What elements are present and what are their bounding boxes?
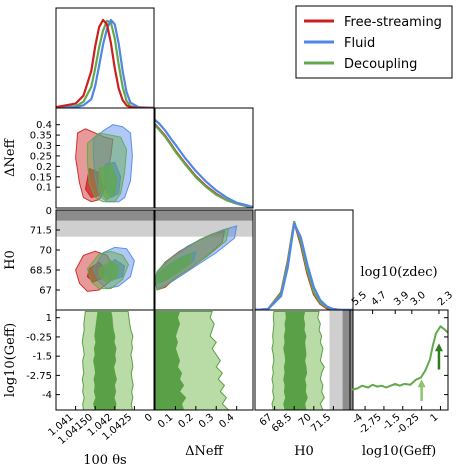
legend: Free-streaming Fluid Decoupling xyxy=(295,5,453,79)
shaded-band-dark xyxy=(56,210,154,221)
marginal-logg-frame xyxy=(349,309,449,411)
top-tick-label-zdec: 4.7 xyxy=(369,290,388,309)
x-tick-label-h0: 71.5 xyxy=(309,412,333,435)
y-tick-label-dneff-zero: 0 xyxy=(46,206,52,217)
marginal-h0 xyxy=(255,220,353,310)
legend-label: Decoupling xyxy=(344,57,417,72)
contour-decoupling-inner xyxy=(98,260,120,283)
arrow-head xyxy=(434,343,443,352)
contour-theta_dneff xyxy=(75,124,133,203)
y-tick-label-logg: -1.5 xyxy=(32,352,52,363)
y-tick-label-dneff: 0.1 xyxy=(36,183,52,194)
band-dneff-inner xyxy=(155,311,187,410)
y-tick-label-logg: -4 xyxy=(42,390,52,401)
x-tick-label-dneff: 0.4 xyxy=(217,412,236,431)
marginal-line-fluid xyxy=(255,222,353,310)
contour-dneff_h0 xyxy=(155,225,238,291)
shaded-band-light xyxy=(56,220,154,237)
band-h0 xyxy=(271,311,325,410)
x-axis-label-theta: 100 θs xyxy=(83,453,126,468)
band-h0-frame xyxy=(254,309,354,411)
marginal-line-free_streaming xyxy=(255,220,353,310)
y-tick-label-h0: 68.5 xyxy=(30,266,52,277)
marginal-line-decoupling xyxy=(350,325,448,392)
band-theta-frame xyxy=(55,309,155,411)
y-tick-label-h0: 70 xyxy=(39,246,52,257)
x-tick-label-dneff: 0.2 xyxy=(177,412,196,431)
y-tick-label-dneff: 0.15 xyxy=(30,172,52,183)
y-tick-label-dneff: 0.35 xyxy=(30,131,52,142)
y-tick-label-logg: -2.75 xyxy=(26,371,52,382)
x-axis-label-logg: log10(Geff) xyxy=(362,444,436,459)
marginal-line-fluid xyxy=(155,119,253,208)
x-tick-label-h0: 68.5 xyxy=(270,412,294,435)
shaded-band-dark xyxy=(342,310,353,410)
marginal-dneff-frame xyxy=(154,107,254,209)
marginal-line-fluid xyxy=(56,18,154,108)
legend-label: Fluid xyxy=(344,36,375,51)
band-dneff-frame xyxy=(154,309,254,411)
x-axis-label-dneff: ΔNeff xyxy=(185,444,224,459)
x-tick-label-logg: 1 xyxy=(428,412,440,425)
x-tick-label-dneff: 0.1 xyxy=(156,412,175,431)
band-theta xyxy=(81,311,134,410)
contour-decoupling-outer xyxy=(155,227,230,291)
top-axis-label-zdec: log10(zdec) xyxy=(360,265,437,280)
x-tick-label-dneff: 0 xyxy=(143,412,155,425)
x-tick-label-dneff: 0.3 xyxy=(197,412,216,431)
arrow-head xyxy=(417,379,426,388)
y-tick-label-logg: 1 xyxy=(46,313,52,324)
band-dneff xyxy=(155,311,230,410)
y-axis-label-dneff: ΔNeff xyxy=(3,137,18,176)
marginal-logg xyxy=(350,325,448,401)
y-tick-label-dneff: 0.4 xyxy=(36,120,52,131)
y-tick-label-h0: 67 xyxy=(39,286,52,297)
y-tick-label-dneff: 0.3 xyxy=(36,141,52,152)
contour-theta_h0 xyxy=(75,246,135,292)
marginal-line-decoupling xyxy=(255,220,353,310)
y-axis-label-logg: log10(Geff) xyxy=(3,323,18,397)
panel-layer xyxy=(55,7,449,411)
top-tick-label-zdec: 2.3 xyxy=(436,290,455,309)
shaded-band-light xyxy=(329,310,343,410)
marginal-line-free_streaming xyxy=(56,18,154,108)
contour-decoupling-inner xyxy=(155,253,193,284)
y-tick-label-dneff: 0.25 xyxy=(30,151,52,162)
band-theta-inner xyxy=(93,311,117,410)
marginal-dneff xyxy=(155,119,253,208)
y-tick-label-logg: -0.25 xyxy=(26,332,52,343)
x-axis-label-h0: H0 xyxy=(294,444,314,459)
marginal-theta xyxy=(56,18,154,108)
shaded-band-light xyxy=(155,220,253,237)
y-axis-label-h0: H0 xyxy=(3,250,18,270)
top-tick-label-zdec: 3.0 xyxy=(409,290,428,309)
y-tick-label-h0: 71.5 xyxy=(30,226,52,237)
shaded-band-dark xyxy=(155,210,253,221)
contour-decoupling-inner xyxy=(98,163,118,201)
contour-theta_dneff-frame xyxy=(55,107,155,209)
y-tick-label-dneff: 0.2 xyxy=(36,162,52,173)
band-h0-inner xyxy=(283,311,308,410)
legend-label: Free-streaming xyxy=(344,15,442,30)
